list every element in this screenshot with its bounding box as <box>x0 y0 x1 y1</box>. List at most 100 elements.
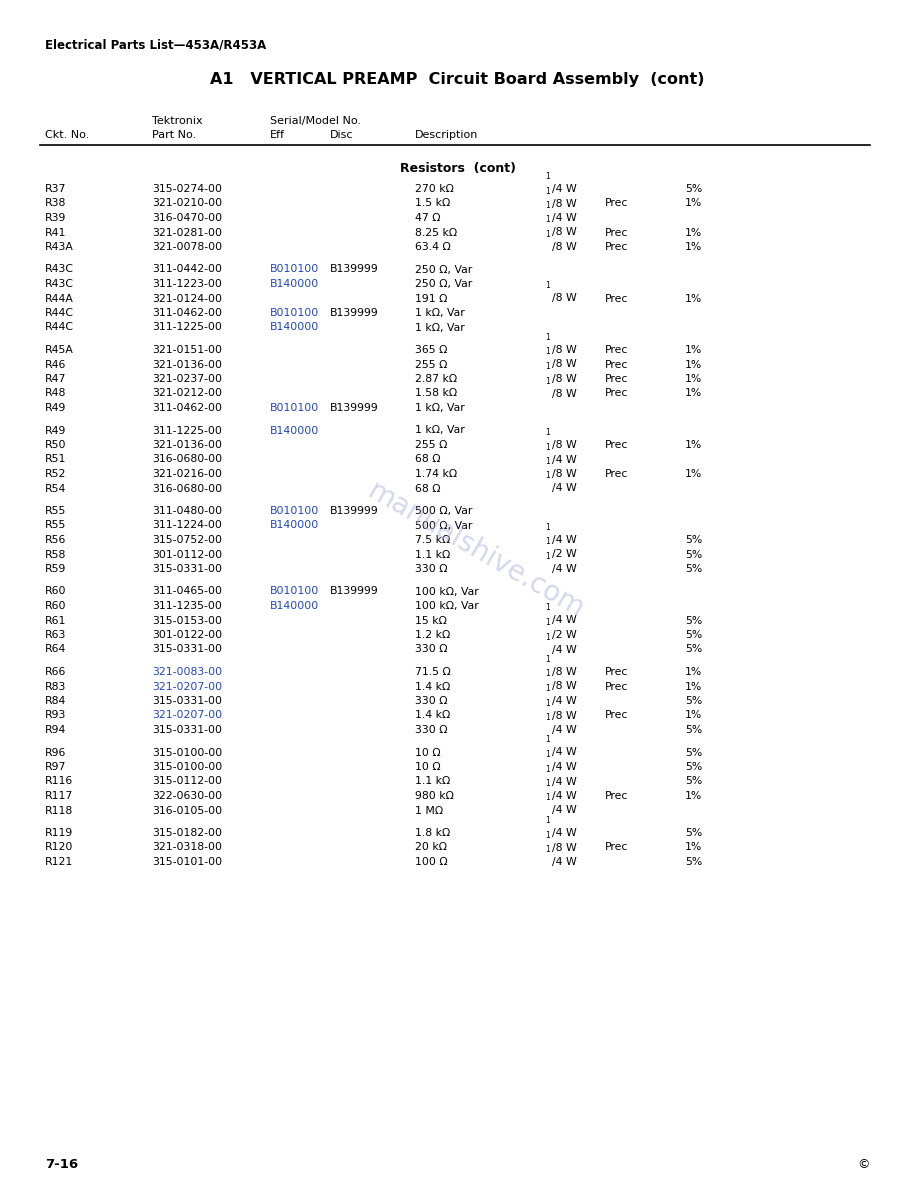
Text: 1: 1 <box>545 845 550 854</box>
Text: 321-0151-00: 321-0151-00 <box>152 345 222 355</box>
Text: /4 W: /4 W <box>552 747 576 758</box>
Text: Ckt. No.: Ckt. No. <box>45 129 90 140</box>
Text: 8.25 kΩ: 8.25 kΩ <box>415 227 458 238</box>
Text: 1%: 1% <box>685 666 702 677</box>
Text: /8 W: /8 W <box>552 842 576 853</box>
Text: 311-0462-00: 311-0462-00 <box>152 403 222 413</box>
Text: R61: R61 <box>45 615 67 626</box>
Text: /2 W: /2 W <box>552 550 576 560</box>
Text: 2.87 kΩ: 2.87 kΩ <box>415 374 458 384</box>
Text: 321-0207-00: 321-0207-00 <box>152 682 222 691</box>
Text: /8 W: /8 W <box>552 374 576 384</box>
Text: 311-0465-00: 311-0465-00 <box>152 587 222 596</box>
Text: /4 W: /4 W <box>552 213 576 223</box>
Text: 68 Ω: 68 Ω <box>415 455 440 465</box>
Text: Prec: Prec <box>605 345 629 355</box>
Text: B010100: B010100 <box>270 308 319 318</box>
Text: 315-0331-00: 315-0331-00 <box>152 725 222 735</box>
Text: 5%: 5% <box>685 184 702 194</box>
Text: 322-0630-00: 322-0630-00 <box>152 791 222 801</box>
Text: R60: R60 <box>45 601 67 611</box>
Text: 1: 1 <box>545 187 550 196</box>
Text: 5%: 5% <box>685 645 702 655</box>
Text: R50: R50 <box>45 440 67 450</box>
Text: Prec: Prec <box>605 666 629 677</box>
Text: B140000: B140000 <box>270 601 319 611</box>
Text: R44C: R44C <box>45 322 74 333</box>
Text: Prec: Prec <box>605 710 629 720</box>
Text: 1.4 kΩ: 1.4 kΩ <box>415 682 450 691</box>
Text: 1%: 1% <box>685 345 702 355</box>
Text: Resistors  (cont): Resistors (cont) <box>400 162 515 175</box>
Text: /4 W: /4 W <box>552 857 576 867</box>
Text: /8 W: /8 W <box>552 345 576 355</box>
Text: 20 kΩ: 20 kΩ <box>415 842 447 853</box>
Text: 321-0281-00: 321-0281-00 <box>152 227 222 238</box>
Text: 1: 1 <box>545 215 550 225</box>
Text: 1 kΩ, Var: 1 kΩ, Var <box>415 308 465 318</box>
Text: 1: 1 <box>545 457 550 466</box>
Text: R55: R55 <box>45 520 67 531</box>
Text: 250 Ω, Var: 250 Ω, Var <box>415 265 472 274</box>
Text: manualshive.com: manualshive.com <box>362 476 589 624</box>
Text: 5%: 5% <box>685 828 702 838</box>
Text: ©: © <box>857 1158 870 1171</box>
Text: R43A: R43A <box>45 242 74 252</box>
Text: Prec: Prec <box>605 842 629 853</box>
Text: 1 MΩ: 1 MΩ <box>415 805 443 815</box>
Text: 100 kΩ, Var: 100 kΩ, Var <box>415 587 479 596</box>
Text: R63: R63 <box>45 630 67 640</box>
Text: 311-0480-00: 311-0480-00 <box>152 506 222 516</box>
Text: 5%: 5% <box>685 630 702 640</box>
Text: R44A: R44A <box>45 293 74 303</box>
Text: 311-0462-00: 311-0462-00 <box>152 308 222 318</box>
Text: /8 W: /8 W <box>552 227 576 238</box>
Text: R52: R52 <box>45 469 67 479</box>
Text: Prec: Prec <box>605 388 629 398</box>
Text: 1.5 kΩ: 1.5 kΩ <box>415 198 450 209</box>
Text: Serial/Model No.: Serial/Model No. <box>270 116 361 126</box>
Text: 100 Ω: 100 Ω <box>415 857 447 867</box>
Text: /8 W: /8 W <box>552 710 576 720</box>
Text: 301-0112-00: 301-0112-00 <box>152 550 222 560</box>
Text: Disc: Disc <box>330 129 353 140</box>
Text: Prec: Prec <box>605 198 629 209</box>
Text: 1%: 1% <box>685 710 702 720</box>
Text: 311-0442-00: 311-0442-00 <box>152 265 222 274</box>
Text: B140000: B140000 <box>270 279 319 289</box>
Text: 1: 1 <box>545 816 550 824</box>
Text: 1: 1 <box>545 230 550 239</box>
Text: 1%: 1% <box>685 360 702 369</box>
Text: R97: R97 <box>45 762 67 772</box>
Text: 1.74 kΩ: 1.74 kΩ <box>415 469 458 479</box>
Text: /4 W: /4 W <box>552 455 576 465</box>
Text: 7-16: 7-16 <box>45 1158 78 1171</box>
Text: 1.58 kΩ: 1.58 kΩ <box>415 388 458 398</box>
Text: R37: R37 <box>45 184 67 194</box>
Text: 1: 1 <box>545 172 550 181</box>
Text: /4 W: /4 W <box>552 535 576 545</box>
Text: 1: 1 <box>545 765 550 773</box>
Text: 7.5 kΩ: 7.5 kΩ <box>415 535 450 545</box>
Text: R119: R119 <box>45 828 73 838</box>
Text: 315-0100-00: 315-0100-00 <box>152 762 222 772</box>
Text: R51: R51 <box>45 455 67 465</box>
Text: 5%: 5% <box>685 777 702 786</box>
Text: 315-0182-00: 315-0182-00 <box>152 828 222 838</box>
Text: 5%: 5% <box>685 725 702 735</box>
Text: R48: R48 <box>45 388 67 398</box>
Text: B140000: B140000 <box>270 520 319 531</box>
Text: Prec: Prec <box>605 293 629 303</box>
Text: 1.8 kΩ: 1.8 kΩ <box>415 828 450 838</box>
Text: /4 W: /4 W <box>552 725 576 735</box>
Text: 1: 1 <box>545 655 550 664</box>
Text: /8 W: /8 W <box>552 242 576 252</box>
Text: 301-0122-00: 301-0122-00 <box>152 630 222 640</box>
Text: 316-0105-00: 316-0105-00 <box>152 805 222 815</box>
Text: 5%: 5% <box>685 696 702 706</box>
Text: 68 Ω: 68 Ω <box>415 484 440 493</box>
Text: 315-0100-00: 315-0100-00 <box>152 747 222 758</box>
Text: 316-0470-00: 316-0470-00 <box>152 213 222 223</box>
Text: Prec: Prec <box>605 360 629 369</box>
Text: /2 W: /2 W <box>552 630 576 640</box>
